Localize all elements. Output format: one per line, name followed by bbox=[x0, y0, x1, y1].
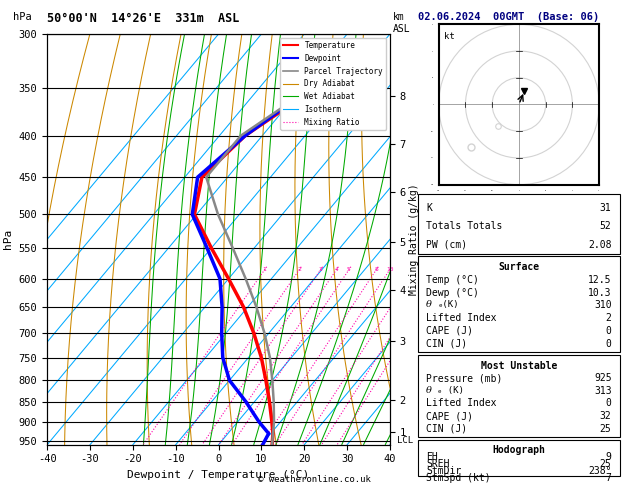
Text: 925: 925 bbox=[594, 373, 611, 383]
Text: 02.06.2024  00GMT  (Base: 06): 02.06.2024 00GMT (Base: 06) bbox=[418, 12, 599, 22]
Text: 313: 313 bbox=[594, 386, 611, 396]
Text: 0: 0 bbox=[606, 399, 611, 408]
Legend: Temperature, Dewpoint, Parcel Trajectory, Dry Adiabat, Wet Adiabat, Isotherm, Mi: Temperature, Dewpoint, Parcel Trajectory… bbox=[280, 38, 386, 130]
Text: 7: 7 bbox=[606, 473, 611, 484]
Text: EH: EH bbox=[426, 452, 438, 462]
Bar bbox=[418, 440, 620, 476]
Text: ₑ(K): ₑ(K) bbox=[437, 300, 459, 310]
Text: 50°00'N  14°26'E  331m  ASL: 50°00'N 14°26'E 331m ASL bbox=[47, 12, 240, 25]
Text: 10: 10 bbox=[386, 267, 393, 272]
Text: 31: 31 bbox=[600, 203, 611, 213]
Text: CAPE (J): CAPE (J) bbox=[426, 411, 474, 421]
Text: 1: 1 bbox=[263, 267, 267, 272]
X-axis label: Dewpoint / Temperature (°C): Dewpoint / Temperature (°C) bbox=[128, 470, 309, 480]
Text: 52: 52 bbox=[600, 221, 611, 231]
Text: θ: θ bbox=[426, 386, 432, 395]
Text: km
ASL: km ASL bbox=[393, 12, 411, 34]
Text: Temp (°C): Temp (°C) bbox=[426, 275, 479, 285]
Text: CAPE (J): CAPE (J) bbox=[426, 326, 474, 336]
Text: © weatheronline.co.uk: © weatheronline.co.uk bbox=[258, 474, 371, 484]
Text: CIN (J): CIN (J) bbox=[426, 424, 467, 434]
Bar bbox=[418, 257, 620, 352]
Text: 2: 2 bbox=[606, 313, 611, 323]
Text: 310: 310 bbox=[594, 300, 611, 311]
Text: 2.08: 2.08 bbox=[588, 240, 611, 250]
Text: 25: 25 bbox=[600, 459, 611, 469]
Text: Totals Totals: Totals Totals bbox=[426, 221, 503, 231]
Text: 238°: 238° bbox=[588, 467, 611, 476]
Text: LCL: LCL bbox=[397, 436, 413, 446]
Text: Most Unstable: Most Unstable bbox=[481, 361, 557, 371]
Bar bbox=[418, 355, 620, 437]
Y-axis label: hPa: hPa bbox=[3, 229, 13, 249]
Text: 0: 0 bbox=[606, 339, 611, 349]
Y-axis label: Mixing Ratio (g/kg): Mixing Ratio (g/kg) bbox=[409, 184, 419, 295]
Bar bbox=[418, 194, 620, 254]
Text: ₑ (K): ₑ (K) bbox=[437, 386, 464, 395]
Text: 8: 8 bbox=[374, 267, 378, 272]
Text: 32: 32 bbox=[600, 411, 611, 421]
Text: SREH: SREH bbox=[426, 459, 450, 469]
Text: Lifted Index: Lifted Index bbox=[426, 313, 497, 323]
Text: θ: θ bbox=[426, 300, 432, 310]
Text: Pressure (mb): Pressure (mb) bbox=[426, 373, 503, 383]
Text: StmDir: StmDir bbox=[426, 467, 462, 476]
Text: kt: kt bbox=[444, 32, 455, 41]
Text: Lifted Index: Lifted Index bbox=[426, 399, 497, 408]
Text: 0: 0 bbox=[606, 326, 611, 336]
Text: PW (cm): PW (cm) bbox=[426, 240, 467, 250]
Text: K: K bbox=[426, 203, 432, 213]
Text: 4: 4 bbox=[335, 267, 338, 272]
Text: 25: 25 bbox=[600, 424, 611, 434]
Text: 9: 9 bbox=[606, 452, 611, 462]
Text: StmSpd (kt): StmSpd (kt) bbox=[426, 473, 491, 484]
Text: CIN (J): CIN (J) bbox=[426, 339, 467, 349]
Text: Dewp (°C): Dewp (°C) bbox=[426, 288, 479, 297]
Text: 5: 5 bbox=[347, 267, 351, 272]
Text: 10.3: 10.3 bbox=[588, 288, 611, 297]
Text: 12.5: 12.5 bbox=[588, 275, 611, 285]
Text: Hodograph: Hodograph bbox=[493, 445, 545, 455]
Text: 3: 3 bbox=[319, 267, 323, 272]
Text: 2: 2 bbox=[298, 267, 301, 272]
Text: hPa: hPa bbox=[13, 12, 31, 22]
Text: Surface: Surface bbox=[498, 262, 540, 272]
